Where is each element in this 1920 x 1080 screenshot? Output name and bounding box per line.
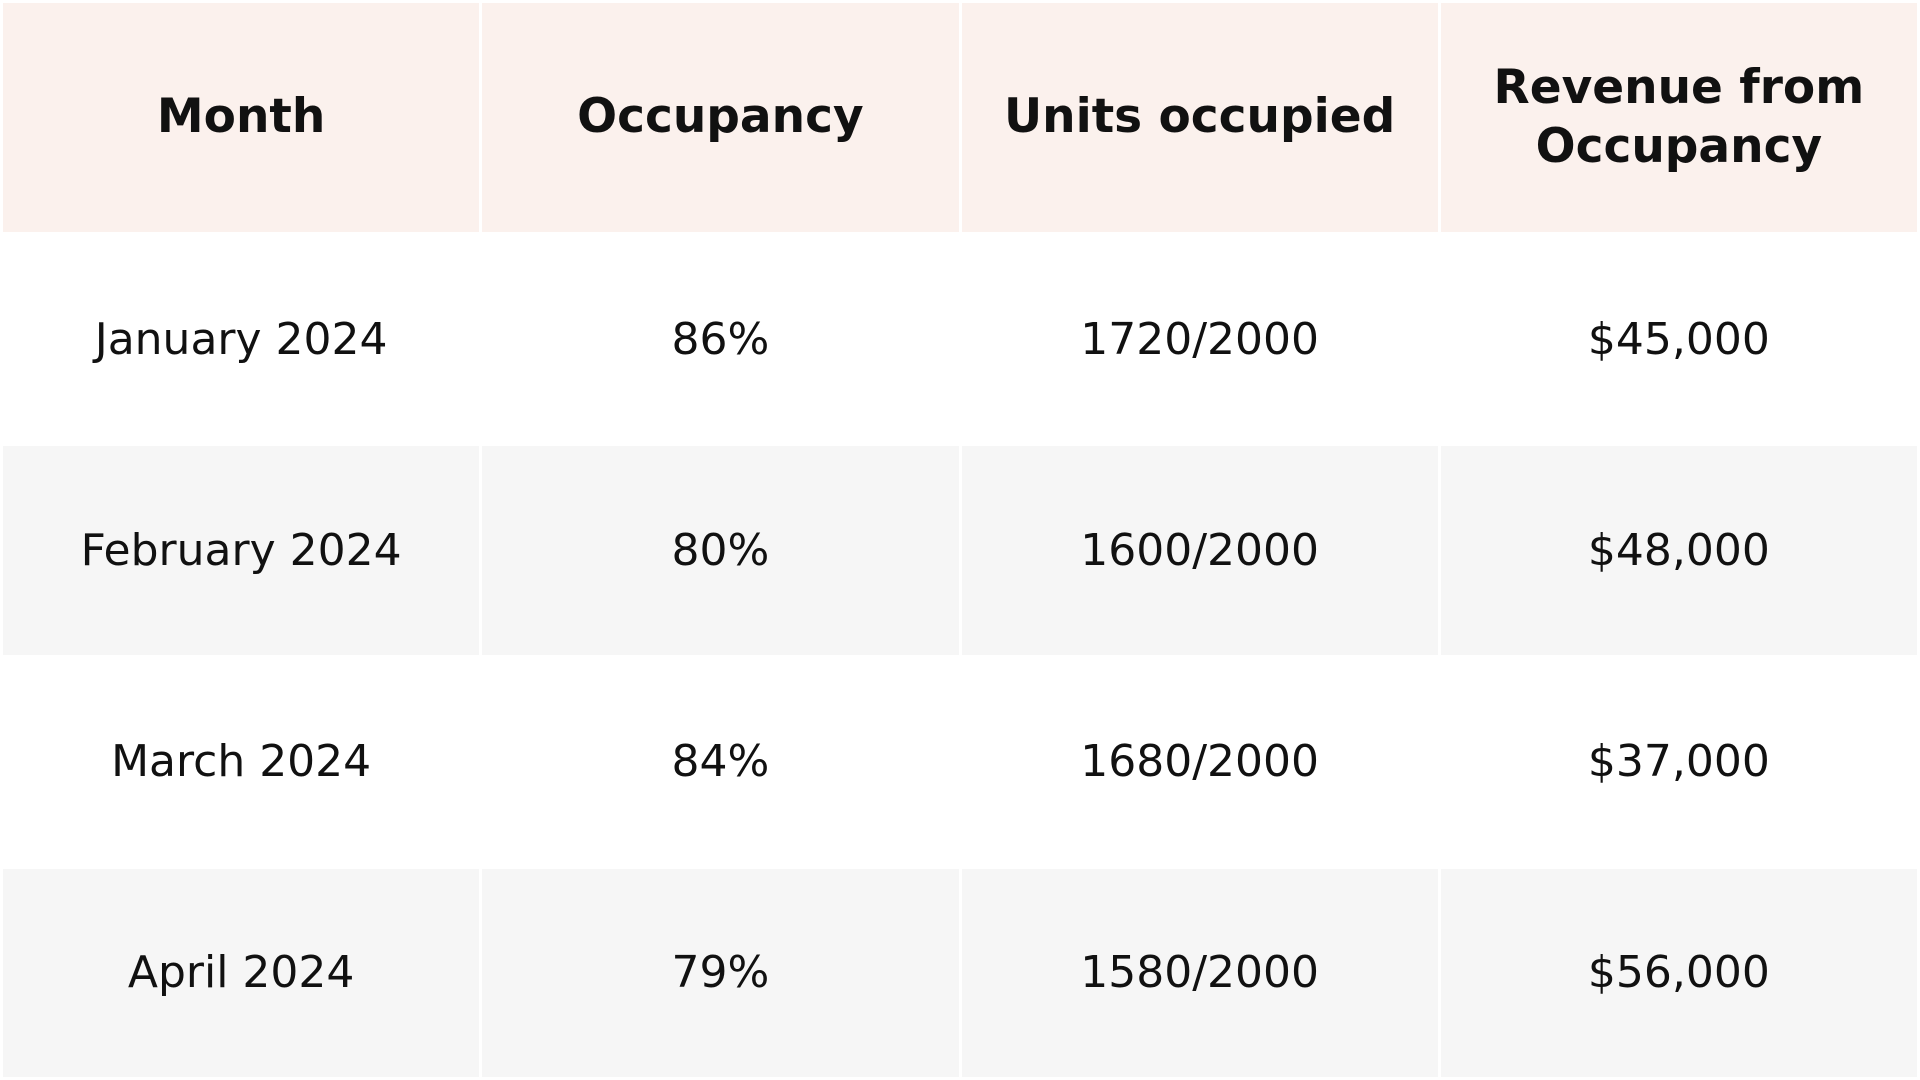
table-cell: 86% (482, 235, 959, 444)
table-cell: March 2024 (3, 657, 480, 866)
table-cell: 80% (482, 446, 959, 655)
table-cell: 1600/2000 (961, 446, 1438, 655)
table-cell: $45,000 (1440, 235, 1917, 444)
table-cell: 1580/2000 (961, 868, 1438, 1077)
table-cell: $56,000 (1440, 868, 1917, 1077)
table-cell: 84% (482, 657, 959, 866)
header-cell: Month (3, 3, 480, 232)
table-cell: 79% (482, 868, 959, 1077)
header-cell: Revenue from Occupancy (1440, 3, 1917, 232)
table-cell: $48,000 (1440, 446, 1917, 655)
table-cell: 1720/2000 (961, 235, 1438, 444)
table-cell: 1680/2000 (961, 657, 1438, 866)
table-cell: February 2024 (3, 446, 480, 655)
table-cell: January 2024 (3, 235, 480, 444)
table-cell: $37,000 (1440, 657, 1917, 866)
table-cell: April 2024 (3, 868, 480, 1077)
header-cell: Units occupied (961, 3, 1438, 232)
header-cell: Occupancy (482, 3, 959, 232)
